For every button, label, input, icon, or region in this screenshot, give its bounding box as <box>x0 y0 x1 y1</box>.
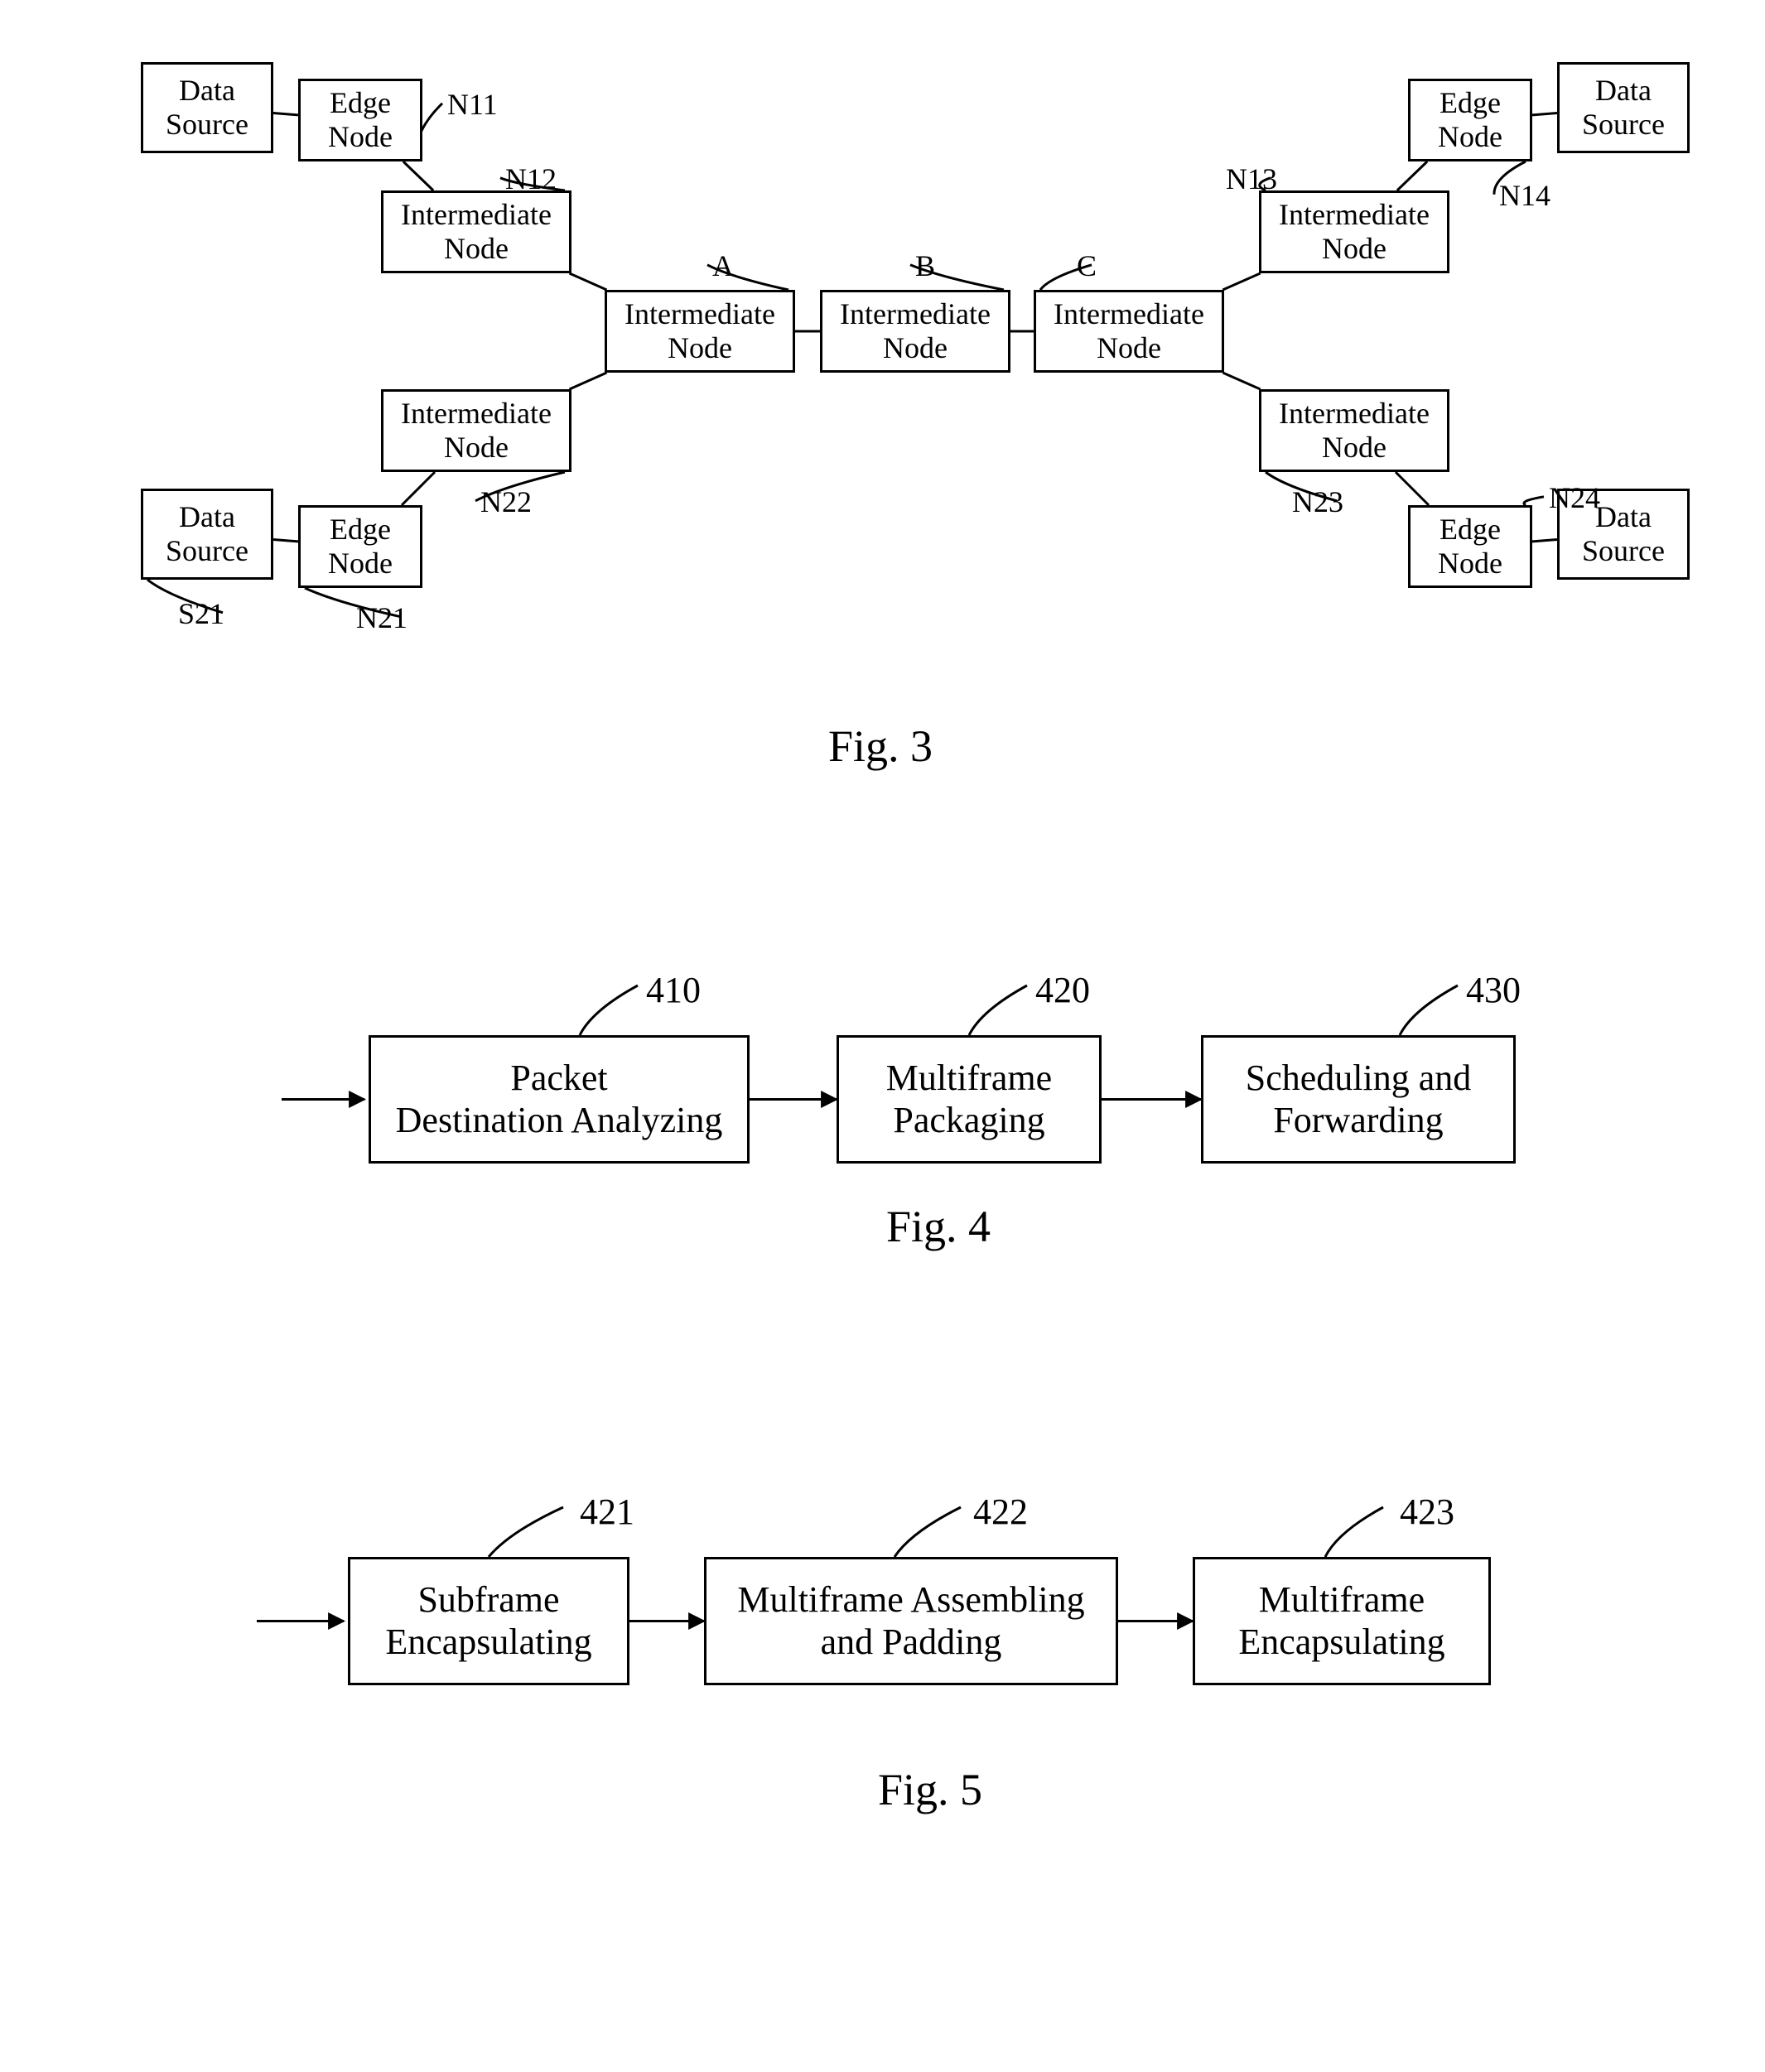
fig3-label-N13: N13 <box>1226 161 1277 196</box>
fig3-int_C: IntermediateNode <box>1034 290 1224 373</box>
fig3-label-N12: N12 <box>505 161 557 196</box>
fig3-int_bl: IntermediateNode <box>381 389 571 472</box>
fig3-label-A: A <box>712 248 734 283</box>
fig3-edge_tr: EdgeNode <box>1408 79 1532 161</box>
fig4-ref-410: 410 <box>646 969 701 1011</box>
fig3-int_A: IntermediateNode <box>605 290 795 373</box>
fig3-int_tl: IntermediateNode <box>381 190 571 273</box>
fig3-edge_bl: EdgeNode <box>298 505 422 588</box>
fig3-ds_tl: DataSource <box>141 62 273 153</box>
fig3-ds_bl: DataSource <box>141 489 273 580</box>
fig3-edge_tl: EdgeNode <box>298 79 422 161</box>
fig5-box-422: Multiframe Assemblingand Padding <box>704 1557 1118 1685</box>
fig3-label-N14: N14 <box>1499 178 1550 213</box>
fig3-label-N22: N22 <box>480 484 532 519</box>
fig4-box-430: Scheduling andForwarding <box>1201 1035 1516 1164</box>
fig3-int_B: IntermediateNode <box>820 290 1010 373</box>
fig5-ref-422: 422 <box>973 1491 1028 1533</box>
fig4-caption: Fig. 4 <box>886 1201 991 1252</box>
fig3-ds_tr: DataSource <box>1557 62 1690 153</box>
fig3-caption: Fig. 3 <box>828 720 933 772</box>
fig3-edge_br: EdgeNode <box>1408 505 1532 588</box>
fig3-label-B: B <box>915 248 935 283</box>
fig3-label-N21: N21 <box>356 600 407 635</box>
fig5-box-421: SubframeEncapsulating <box>348 1557 629 1685</box>
fig4-box-420: MultiframePackaging <box>837 1035 1102 1164</box>
fig3-label-S21: S21 <box>178 596 224 631</box>
fig3-int_tr: IntermediateNode <box>1259 190 1449 273</box>
fig3-label-N24: N24 <box>1549 480 1600 515</box>
fig3-label-N11: N11 <box>447 87 498 122</box>
fig5-caption: Fig. 5 <box>878 1764 982 1815</box>
fig4-ref-430: 430 <box>1466 969 1521 1011</box>
fig3-label-N23: N23 <box>1292 484 1343 519</box>
fig5-ref-423: 423 <box>1400 1491 1454 1533</box>
fig5-box-423: MultiframeEncapsulating <box>1193 1557 1491 1685</box>
fig3-label-C: C <box>1077 248 1097 283</box>
fig4-ref-420: 420 <box>1035 969 1090 1011</box>
fig4-box-410: PacketDestination Analyzing <box>369 1035 750 1164</box>
fig3-int_br: IntermediateNode <box>1259 389 1449 472</box>
fig5-ref-421: 421 <box>580 1491 634 1533</box>
